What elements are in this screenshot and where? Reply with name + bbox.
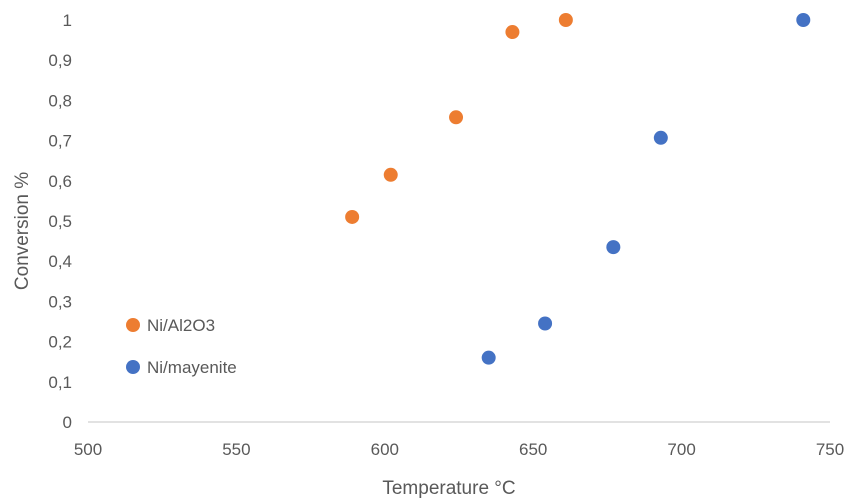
- y-tick-label: 0,8: [48, 91, 72, 110]
- y-tick-label: 0,5: [48, 212, 72, 231]
- legend-marker: [126, 360, 140, 374]
- x-axis-ticks: 500 550 600 650 700 750: [74, 440, 844, 459]
- y-tick-label: 1: [63, 11, 72, 30]
- x-tick-label: 750: [816, 440, 844, 459]
- data-points: [345, 13, 811, 365]
- data-point-ni-al2o3: [558, 13, 573, 27]
- data-point-ni-mayenite: [538, 316, 553, 331]
- x-tick-label: 550: [222, 440, 250, 459]
- x-tick-label: 650: [519, 440, 547, 459]
- y-tick-label: 0: [63, 413, 72, 432]
- y-tick-label: 0,1: [48, 373, 72, 392]
- y-tick-label: 0,2: [48, 333, 72, 352]
- data-point-ni-al2o3: [345, 209, 360, 224]
- data-point-ni-al2o3: [505, 25, 520, 40]
- x-tick-label: 600: [371, 440, 399, 459]
- data-point-ni-al2o3: [383, 167, 398, 182]
- y-axis-ticks: 0 0,1 0,2 0,3 0,4 0,5 0,6 0,7 0,8 0,9 1: [48, 11, 72, 432]
- legend: Ni/Al2O3 Ni/mayenite: [126, 316, 237, 377]
- y-tick-label: 0,6: [48, 172, 72, 191]
- x-tick-label: 500: [74, 440, 102, 459]
- legend-label: Ni/Al2O3: [147, 316, 215, 335]
- data-point-ni-mayenite: [653, 130, 668, 145]
- legend-marker: [126, 318, 140, 332]
- y-tick-label: 0,3: [48, 292, 72, 311]
- y-tick-label: 0,4: [48, 252, 72, 271]
- y-axis-title: Conversion %: [12, 172, 33, 290]
- data-point-ni-mayenite: [606, 240, 621, 255]
- y-tick-label: 0,7: [48, 132, 72, 151]
- data-point-ni-mayenite: [796, 13, 811, 27]
- x-axis-title: Temperature °C: [382, 478, 515, 499]
- legend-label: Ni/mayenite: [147, 358, 237, 377]
- x-tick-label: 700: [667, 440, 695, 459]
- y-tick-label: 0,9: [48, 51, 72, 70]
- data-point-ni-al2o3: [449, 110, 464, 125]
- data-point-ni-mayenite: [481, 350, 496, 365]
